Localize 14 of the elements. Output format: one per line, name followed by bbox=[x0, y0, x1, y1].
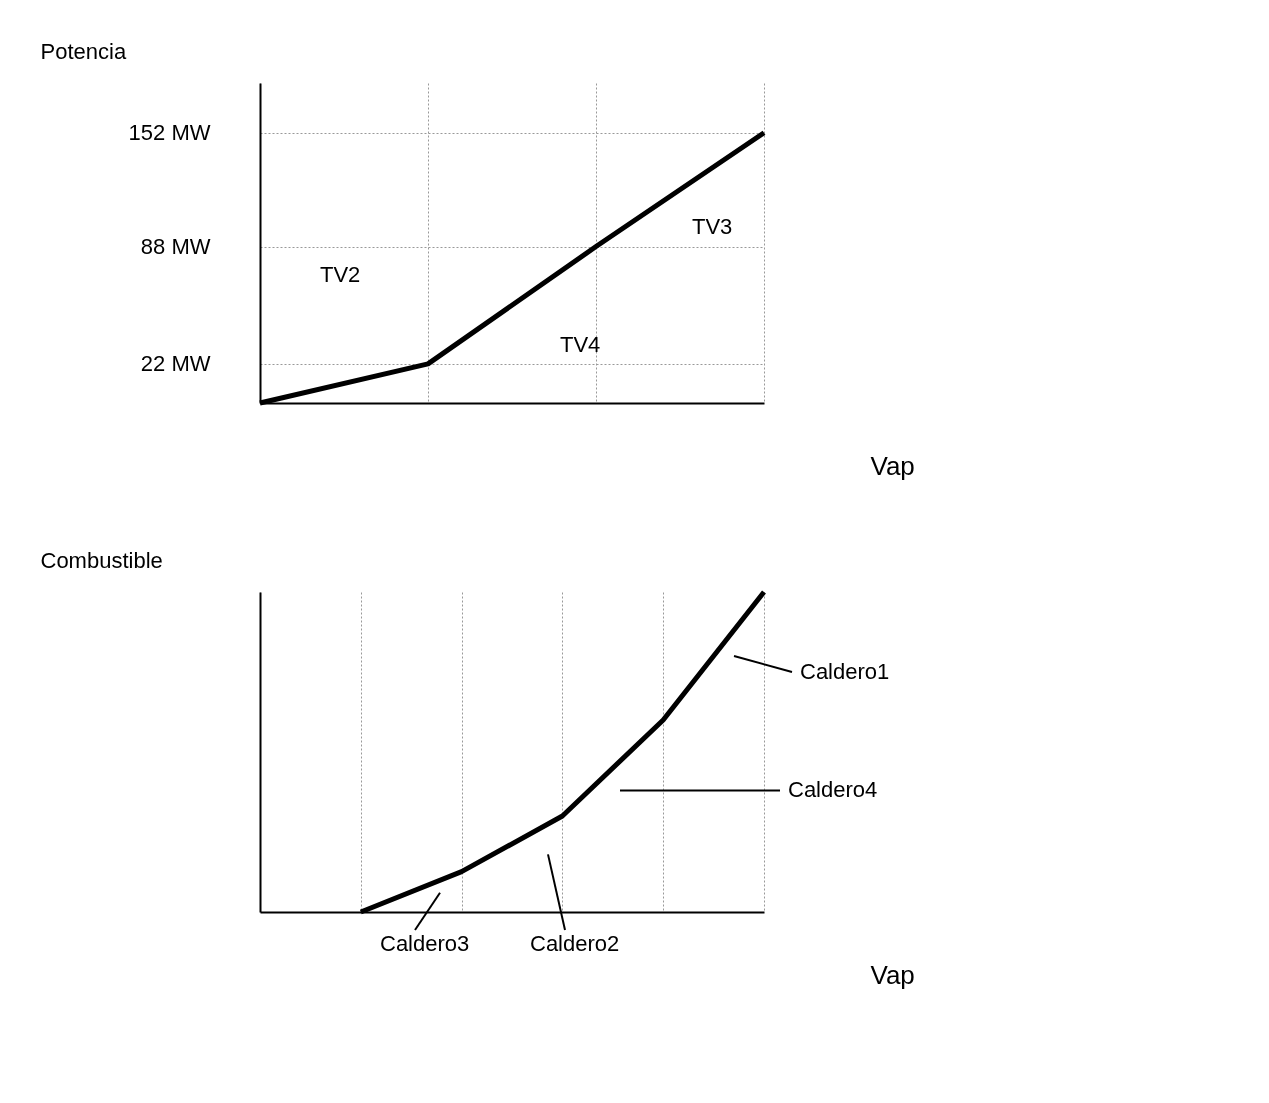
text: Caldero1 bbox=[800, 659, 890, 684]
y-axis-title: Potencia bbox=[40, 38, 127, 64]
annotation: TV4 bbox=[560, 332, 601, 358]
x-axis-title: Vap bbox=[870, 959, 915, 990]
text: Caldero2 bbox=[530, 931, 620, 956]
x-axis-title: Vap bbox=[870, 450, 915, 481]
y-tick-label: 88 MW bbox=[140, 234, 211, 260]
annotation: TV3 bbox=[692, 214, 733, 239]
text: Caldero3 bbox=[380, 931, 470, 956]
text: Caldero4 bbox=[788, 777, 878, 803]
y-tick-label: 22 MW bbox=[140, 351, 211, 377]
annotation: TV2 bbox=[320, 262, 361, 287]
y-tick-label: 152 MW bbox=[128, 120, 211, 146]
y-axis-title: Combustible bbox=[40, 547, 163, 573]
